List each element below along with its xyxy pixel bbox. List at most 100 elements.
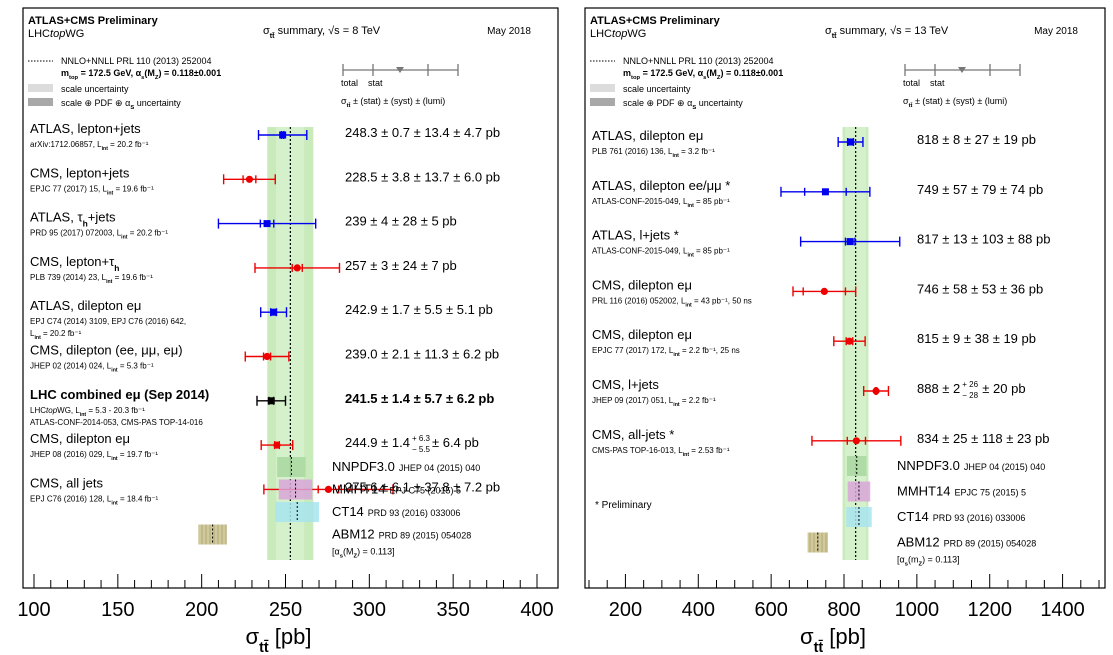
x-tick-label: 1000 — [895, 599, 940, 621]
measurement-result-rest: ± 20 pb — [982, 381, 1025, 396]
measurement-ref2: ATLAS-CONF-2014-053, CMS-PAS TOP-14-016 — [30, 418, 203, 427]
pdf-name: CT14 — [332, 504, 364, 519]
measurement-ref: LHCtopWG, Lint = 5.3 - 20.3 fb⁻¹ — [30, 406, 145, 418]
measurement-result: 244.9 ± 1.4 — [345, 435, 410, 450]
data-point — [872, 387, 880, 395]
measurement-ref: ATLAS-CONF-2015-049, Lint = 85 pb⁻¹ — [592, 197, 730, 209]
legend-theory-params: mtop = 172.5 GeV, αs(MZ) = 0.118±0.001 — [623, 68, 783, 81]
data-point — [273, 441, 281, 449]
measurement-ref: PLB 761 (2016) 136, Lint = 3.2 fb⁻¹ — [592, 147, 715, 159]
measurement-label: CMS, lepton+τh — [30, 254, 119, 273]
measurement-ref: JHEP 08 (2016) 029, Lint = 19.7 fb⁻¹ — [30, 450, 158, 462]
data-point — [263, 220, 271, 228]
header-date: May 2018 — [487, 26, 531, 37]
plot-frame — [22, 7, 559, 589]
legend-scale-label: scale uncertainty — [61, 84, 129, 94]
data-point — [263, 352, 271, 361]
pdf-name: MMHT14 — [332, 482, 385, 497]
measurement-ref: ATLAS-CONF-2015-049, Lint = 85 pb⁻¹ — [592, 247, 730, 259]
measurement-label: CMS, l+jets — [592, 377, 659, 392]
key-marker — [958, 67, 966, 73]
legend-scale-swatch — [28, 84, 53, 92]
measurement-result: 749 ± 57 ± 79 ± 74 pb — [917, 182, 1043, 197]
data-point — [847, 138, 855, 146]
pdf-name: MMHT14 — [897, 484, 950, 499]
pdf-name: CT14 — [897, 509, 929, 524]
pdf-ref: EPJ C75 (2015) 5 — [389, 486, 461, 496]
x-tick-label: 1200 — [967, 599, 1012, 621]
pdf-ref: JHEP 04 (2015) 040 — [964, 462, 1045, 472]
data-point — [279, 131, 287, 139]
measurement-label: ATLAS, τh+jets — [30, 210, 116, 229]
pdf-name: NNPDF3.0 — [897, 458, 960, 473]
key-formula: σtt̄ ± (stat) ± (syst) ± (lumi) — [903, 96, 1007, 109]
measurement-label: CMS, lepton+jets — [30, 165, 130, 180]
key-marker — [396, 67, 404, 73]
measurement-result: 746 ± 58 ± 53 ± 36 pb — [917, 281, 1043, 296]
header-summary: σtt̄ summary, √s = 8 TeV — [263, 25, 381, 40]
measurement-result: 818 ± 8 ± 27 ± 19 pb — [917, 132, 1036, 147]
header-title: ATLAS+CMS Preliminary — [28, 15, 159, 27]
x-tick-label: 800 — [827, 599, 860, 621]
x-tick-label: 200 — [609, 599, 642, 621]
measurement-result: 248.3 ± 0.7 ± 13.4 ± 4.7 pb — [345, 125, 500, 140]
measurement-label: CMS, dilepton (ee, μμ, eμ) — [30, 343, 183, 358]
measurement-ref: JHEP 09 (2017) 051, Lint = 2.2 fb⁻¹ — [592, 396, 716, 408]
measurement-result-rest: ± 6.4 pb — [432, 435, 479, 450]
key-total-label: total — [903, 78, 920, 88]
measurement-ref: EPJC 77 (2017) 15, Lint = 19.6 fb⁻¹ — [30, 184, 154, 196]
data-point — [845, 337, 854, 345]
pdf-ref2: [αs(MZ) = 0.113] — [332, 547, 395, 560]
measurement-label: CMS, all-jets * — [592, 427, 674, 442]
data-point — [846, 238, 854, 246]
result-asym-down: − 28 — [962, 391, 978, 400]
legend-theory-params: mtop = 172.5 GeV, αs(MZ) = 0.118±0.001 — [61, 68, 221, 81]
pdf-name: ABM12 — [332, 527, 375, 542]
measurement-result: 241.5 ± 1.4 ± 5.7 ± 6.2 pb — [345, 391, 494, 406]
header-group: LHCtopWG — [590, 28, 646, 40]
measurement-label: ATLAS, l+jets * — [592, 228, 679, 243]
measurement-result: 817 ± 13 ± 103 ± 88 pb — [917, 232, 1050, 247]
pdf-ref: PRD 89 (2015) 054028 — [944, 539, 1037, 549]
legend-scale-label: scale uncertainty — [623, 84, 691, 94]
measurement-result: 242.9 ± 1.7 ± 5.5 ± 5.1 pb — [345, 302, 493, 317]
x-axis-label: σtt̄ [pb] — [800, 624, 866, 655]
measurement-result: 834 ± 25 ± 118 ± 23 pb — [917, 431, 1049, 446]
result-asym-down: − 5.5 — [412, 445, 431, 454]
key-total-label: total — [341, 78, 358, 88]
measurement-result: 257 ± 3 ± 24 ± 7 pb — [345, 258, 457, 273]
measurement-label: ATLAS, dilepton ee/μμ * — [592, 178, 730, 193]
result-asym-up: + 26 — [962, 380, 978, 389]
x-tick-label: 400 — [520, 599, 553, 621]
measurement-ref: EPJ C76 (2016) 128, Lint = 18.4 fb⁻¹ — [30, 494, 159, 506]
x-tick-label: 100 — [17, 599, 50, 621]
measurement-label: CMS, dilepton eμ — [30, 431, 130, 446]
measurement-label: LHC combined eμ (Sep 2014) — [30, 387, 209, 402]
measurement-result: 239 ± 4 ± 28 ± 5 pb — [345, 214, 457, 229]
measurement-label: ATLAS, lepton+jets — [30, 121, 141, 136]
measurement-ref: PRL 116 (2016) 052002, Lint = 43 pb⁻¹, 5… — [592, 296, 752, 308]
data-point — [267, 397, 275, 405]
legend-pdf-swatch — [590, 98, 615, 106]
legend-pdf-label: scale ⊕ PDF ⊕ αS uncertainty — [61, 98, 181, 111]
measurement-result: 275.6 ± 6.1 ± 37.8 ± 7.2 pb — [345, 479, 500, 494]
x-axis-label: σtt̄ [pb] — [246, 624, 312, 655]
x-tick-label: 150 — [101, 599, 134, 621]
measurement-label: CMS, dilepton eμ — [592, 327, 692, 342]
measurement-ref: JHEP 02 (2014) 024, Lint = 5.3 fb⁻¹ — [30, 362, 154, 374]
measurement-result: 888 ± 2 — [917, 381, 960, 396]
plot-frame — [584, 7, 1106, 589]
measurement-label: CMS, dilepton eμ — [592, 277, 692, 292]
preliminary-note: * Preliminary — [595, 500, 652, 511]
legend-pdf-label: scale ⊕ PDF ⊕ αS uncertainty — [623, 98, 743, 111]
data-point — [293, 264, 301, 272]
x-tick-label: 250 — [269, 599, 302, 621]
header-title: ATLAS+CMS Preliminary — [590, 15, 721, 27]
legend-pdf-swatch — [28, 98, 53, 106]
key-stat-label: stat — [368, 78, 383, 88]
header-date: May 2018 — [1034, 26, 1078, 37]
measurement-ref: CMS-PAS TOP-16-013, Lint = 2.53 fb⁻¹ — [592, 446, 730, 458]
